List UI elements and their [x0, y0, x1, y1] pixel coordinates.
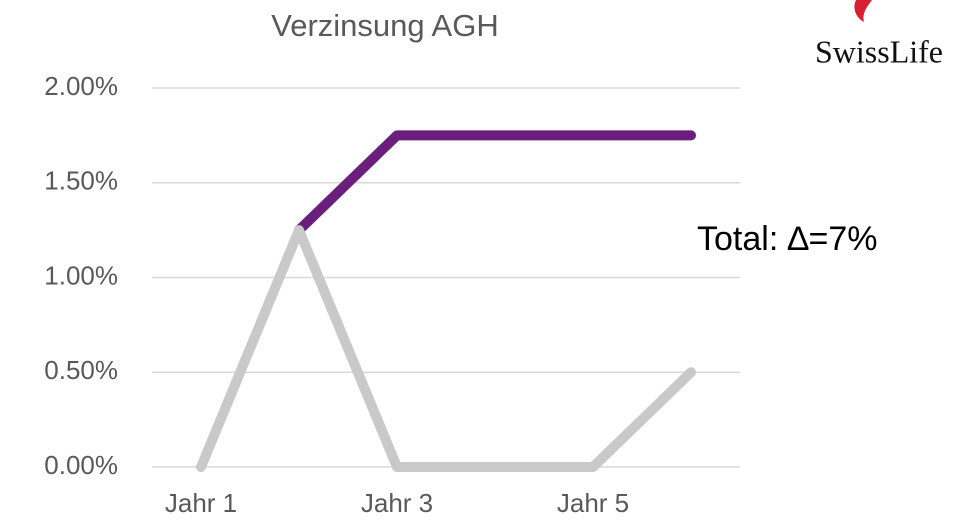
x-tick-label: Jahr 1 — [165, 488, 237, 518]
y-tick-label: 2.00% — [44, 71, 118, 101]
series-line — [196, 225, 696, 472]
y-tick-label: 1.50% — [44, 166, 118, 196]
logo-text: SwissLife — [815, 33, 943, 69]
chart-title: Verzinsung AGH — [271, 8, 498, 43]
logo-mark — [854, 0, 872, 22]
y-tick-label: 1.00% — [44, 260, 118, 290]
annotation: Total: ∆=7% — [697, 220, 878, 258]
y-tick-label: 0.50% — [44, 355, 118, 385]
x-tick-label: Jahr 5 — [557, 488, 629, 518]
x-tick-label: Jahr 3 — [361, 488, 433, 518]
y-tick-label: 0.00% — [44, 450, 118, 480]
series-line — [294, 130, 696, 236]
